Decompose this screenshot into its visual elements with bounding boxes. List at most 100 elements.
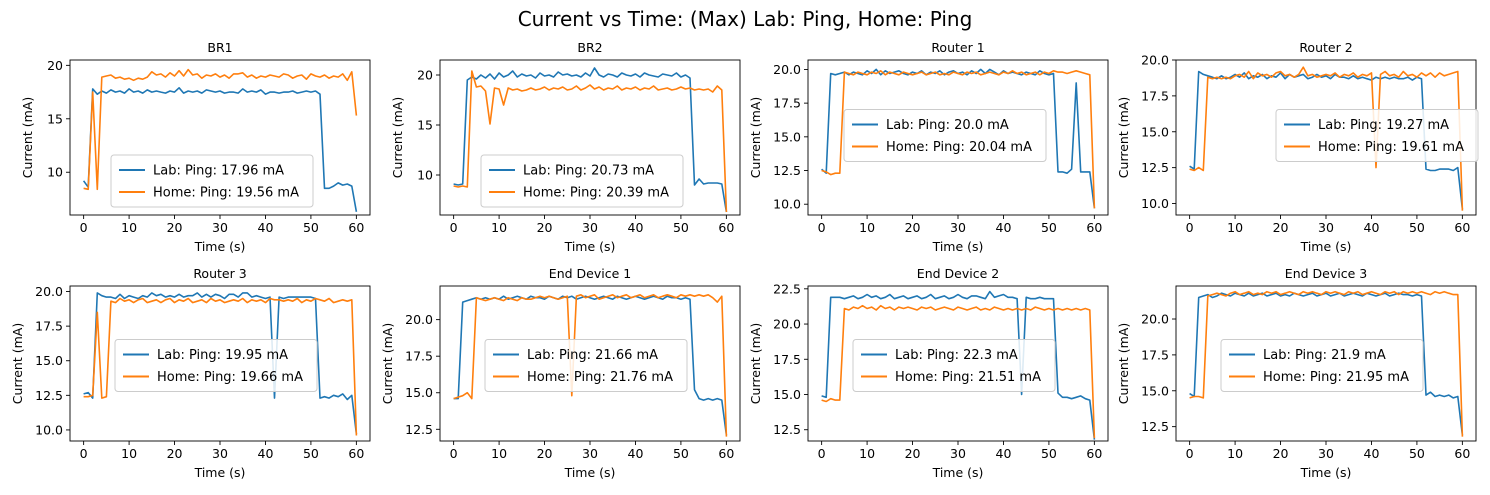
legend: Lab: Ping: 17.96 mA Home: Ping: 19.56 mA [110,154,314,208]
x-tick-label: 30 [212,446,228,461]
y-tick-label: 15 [417,118,433,133]
legend-entry-lab: Lab: Ping: 19.27 mA [1318,118,1449,133]
x-tick-label: 0 [450,220,458,235]
series-line-home [83,297,358,436]
subplot-8: End Device 3 0 10 20 30 40 50 60 12.5 15.0 17.5 20.… [1116,266,1477,480]
y-axis-label: Current (mA) [390,97,405,178]
y-tick-label: 12.5 [1141,160,1169,175]
x-tick-label: 10 [121,220,137,235]
y-tick-label: 15.0 [405,385,433,400]
y-tick-label: 10 [47,165,63,180]
x-tick-label: 20 [905,446,921,461]
series-line-home [1189,290,1464,437]
y-tick-label: 12.5 [1141,419,1169,434]
x-tick-label: 0 [80,220,88,235]
subplot-title: BR2 [577,40,602,55]
x-tick-label: 40 [258,220,274,235]
x-tick-label: 30 [1318,220,1334,235]
y-tick-label: 22.5 [773,281,801,296]
x-tick-label: 40 [258,446,274,461]
x-tick-label: 60 [348,220,364,235]
x-tick-label: 0 [450,446,458,461]
x-tick-label: 60 [1454,220,1470,235]
x-tick-label: 10 [491,220,507,235]
x-tick-label: 20 [905,220,921,235]
x-tick-label: 50 [1041,446,1057,461]
y-tick-label: 20.0 [35,284,63,299]
legend-entry-home: Home: Ping: 19.66 mA [157,370,303,385]
x-axis-label: Time (s) [564,465,616,480]
subplot-title: Router 2 [1299,40,1352,55]
x-tick-label: 0 [1186,446,1194,461]
y-axis-label: Current (mA) [1116,97,1131,178]
subplot-title: BR1 [207,40,232,55]
x-axis-label: Time (s) [564,239,616,254]
x-axis-label: Time (s) [1300,239,1352,254]
x-tick-label: 30 [950,446,966,461]
x-tick-label: 60 [348,446,364,461]
x-tick-label: 0 [1186,220,1194,235]
figure-title: Current vs Time: (Max) Lab: Ping, Home: … [518,7,973,31]
x-tick-label: 50 [303,220,319,235]
subplot-title: End Device 1 [549,266,631,281]
y-tick-label: 12.5 [773,422,801,437]
y-tick-label: 20 [417,68,433,83]
y-axis-label: Current (mA) [20,97,35,178]
y-tick-label: 15.0 [773,129,801,144]
legend: Lab: Ping: 20.0 mA Home: Ping: 20.04 mA [843,109,1047,162]
x-tick-label: 30 [582,446,598,461]
y-axis-label: Current (mA) [380,323,395,404]
x-tick-label: 40 [996,220,1012,235]
x-tick-label: 40 [1364,446,1380,461]
x-tick-label: 20 [537,446,553,461]
legend-box [843,109,1047,162]
legend: Lab: Ping: 19.95 mA Home: Ping: 19.66 mA [114,339,318,392]
y-tick-label: 20.0 [773,317,801,332]
y-tick-label: 10.0 [35,422,63,437]
x-axis-label: Time (s) [932,465,984,480]
x-axis-label: Time (s) [194,465,246,480]
subplot-title: Router 3 [193,266,246,281]
y-tick-label: 10 [417,168,433,183]
y-tick-label: 20.0 [405,312,433,327]
legend-entry-lab: Lab: Ping: 17.96 mA [153,164,284,179]
subplot-title: End Device 3 [1285,266,1367,281]
y-tick-label: 12.5 [405,422,433,437]
subplot-4: Router 2 0 10 20 30 40 50 60 10.0 12.5 15.0 17.5 20.… [1116,40,1479,254]
x-tick-label: 10 [859,446,875,461]
x-axis-label: Time (s) [932,239,984,254]
y-axis-label: Current (mA) [10,323,25,404]
subplot-title: Router 1 [931,40,984,55]
y-tick-label: 12.5 [773,163,801,178]
legend-box [1275,109,1479,162]
series-line-home [83,68,358,191]
x-tick-label: 10 [121,446,137,461]
x-tick-label: 10 [491,446,507,461]
x-tick-label: 20 [1273,220,1289,235]
y-tick-label: 17.5 [773,96,801,111]
y-tick-label: 15.0 [1141,383,1169,398]
series-line-lab [453,67,728,213]
x-tick-label: 10 [1227,220,1243,235]
x-tick-label: 20 [1273,446,1289,461]
series-line-home [821,70,1096,209]
subplot-2: BR2 0 10 20 30 40 50 60 10 15 20 Time (s) Current (m… [390,40,741,254]
legend-entry-lab: Lab: Ping: 19.95 mA [157,348,288,363]
legend: Lab: Ping: 22.3 mA Home: Ping: 21.51 mA [852,339,1056,392]
x-tick-label: 50 [1409,446,1425,461]
legend: Lab: Ping: 20.73 mA Home: Ping: 20.39 mA [480,154,684,208]
x-tick-label: 0 [80,446,88,461]
subplot-6: End Device 1 0 10 20 30 40 50 60 12.5 15.0 17.5 20.… [380,266,741,480]
y-tick-label: 20 [47,58,63,73]
legend-box [114,339,318,392]
legend-box [852,339,1056,392]
legend-entry-home: Home: Ping: 21.95 mA [1263,370,1409,385]
y-tick-label: 17.5 [773,352,801,367]
x-axis-label: Time (s) [1300,465,1352,480]
x-tick-label: 20 [167,446,183,461]
x-tick-label: 40 [1364,220,1380,235]
subplot-7: End Device 2 0 10 20 30 40 50 60 12.5 15.0 17.5 20.… [748,266,1109,480]
y-axis-label: Current (mA) [1116,323,1131,404]
legend-entry-home: Home: Ping: 19.56 mA [153,186,299,201]
legend-entry-home: Home: Ping: 20.04 mA [886,140,1032,155]
